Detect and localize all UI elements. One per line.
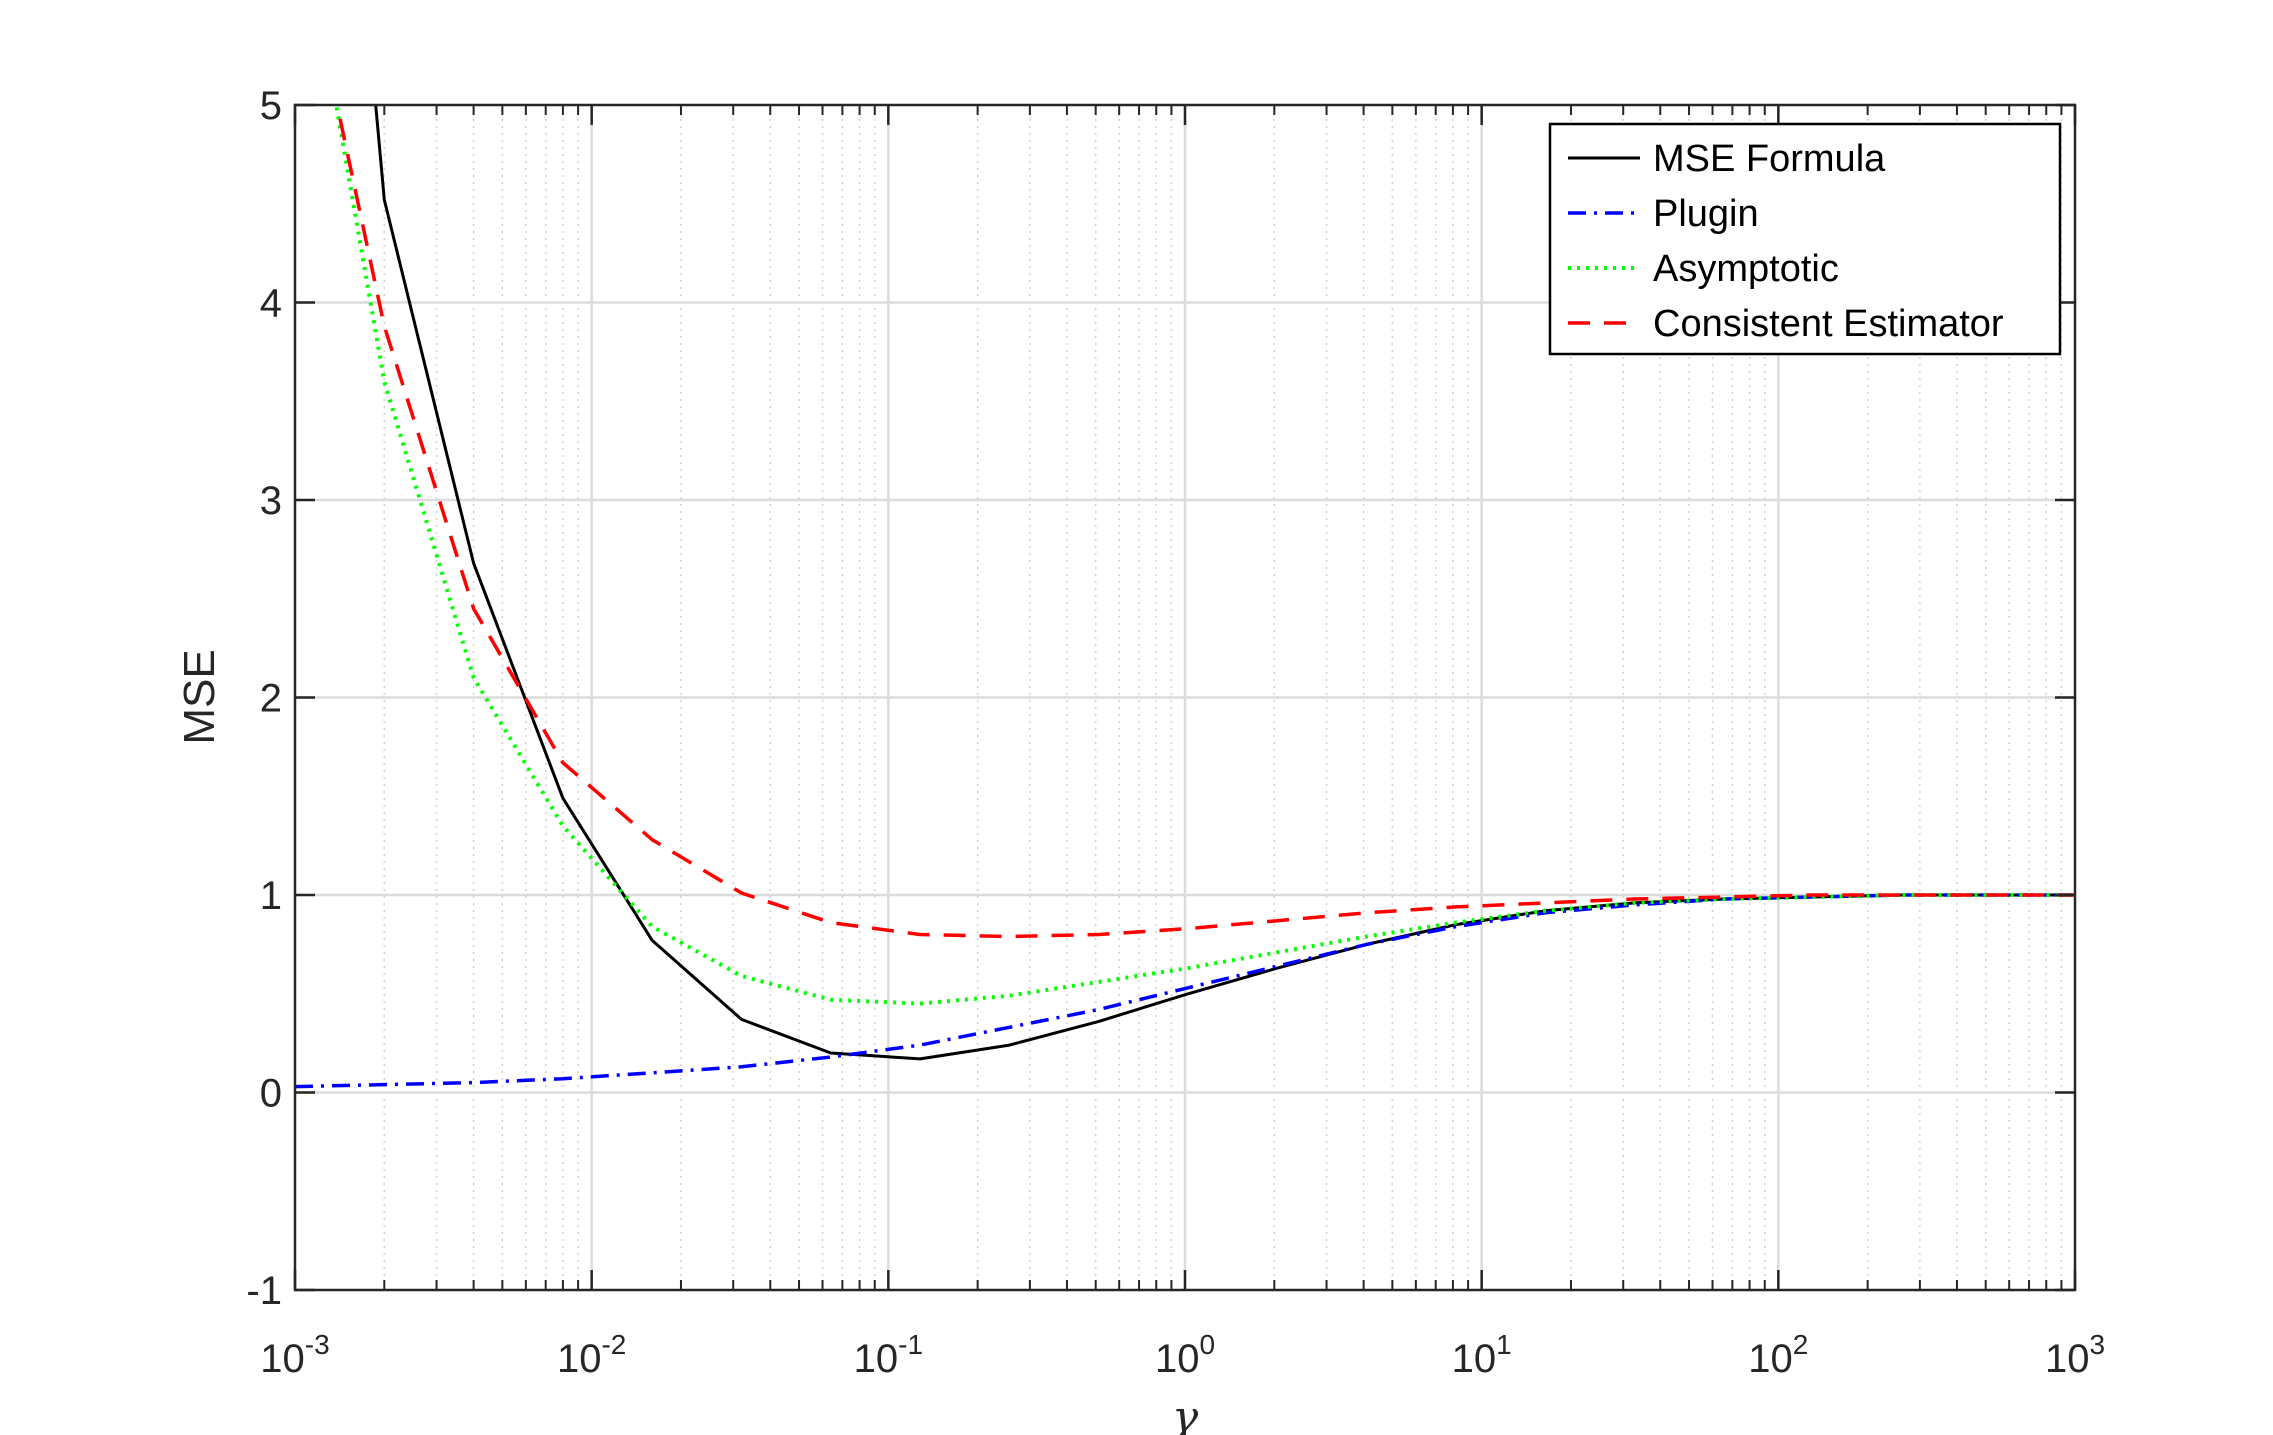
x-tick-label: 102 bbox=[1748, 1329, 1808, 1381]
legend: MSE Formula Plugin Asymptotic Consistent Es… bbox=[1548, 122, 2062, 356]
x-tick-label: 10-1 bbox=[854, 1329, 923, 1381]
y-tick-label: 1 bbox=[260, 874, 282, 918]
y-axis-label: MSE bbox=[175, 649, 224, 744]
x-tick-label: 101 bbox=[1452, 1329, 1512, 1381]
series-layer bbox=[295, 105, 2075, 1089]
y-tick-label: -1 bbox=[246, 1269, 282, 1313]
x-tick-label: 10-2 bbox=[557, 1329, 626, 1381]
series-line-consistent-estimator bbox=[335, 105, 2075, 939]
x-axis-label: γ bbox=[1172, 1392, 1199, 1435]
y-tick-label: 3 bbox=[260, 479, 282, 523]
legend-box bbox=[1548, 122, 2062, 356]
y-tick-label: 2 bbox=[260, 677, 282, 721]
legend-label: Plugin bbox=[1653, 193, 1759, 235]
y-tick-label: 0 bbox=[260, 1072, 282, 1116]
series-line-plugin bbox=[295, 893, 2075, 1089]
y-tick-label: 4 bbox=[260, 282, 282, 326]
legend-label: MSE Formula bbox=[1653, 138, 1886, 180]
y-tick-label: 5 bbox=[260, 84, 282, 128]
series-line-asymptotic bbox=[334, 105, 2075, 1006]
x-tick-label: 103 bbox=[2045, 1329, 2105, 1381]
x-tick-label: 100 bbox=[1155, 1329, 1215, 1381]
tick-marks bbox=[293, 103, 2077, 1292]
series-line-mse-formula bbox=[374, 105, 2075, 1061]
y-tick-labels: -1 0 1 2 3 4 5 bbox=[246, 84, 282, 1313]
x-tick-label: 10-3 bbox=[260, 1329, 329, 1381]
legend-label: Consistent Estimator bbox=[1653, 303, 2004, 345]
legend-label: Asymptotic bbox=[1653, 248, 1839, 290]
x-tick-labels: 10-3 10-2 10-1 100 101 102 103 bbox=[260, 1329, 2105, 1381]
